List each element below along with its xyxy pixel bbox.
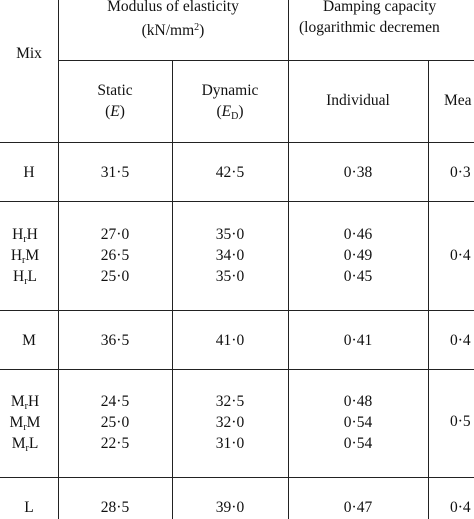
row-3-mix: M [22,332,36,349]
header-dynamic-symbol: (ED) [216,103,244,122]
rule-row-4 [0,477,474,478]
row-4-mean: 0·5 [450,413,471,430]
header-individual: Individual [326,92,390,109]
row-1-individual: 0·38 [343,164,373,181]
header-static: Static [97,82,133,99]
header-damping-sub: (logarithmic decremen [299,19,440,36]
row-2-individual: 0·46 0·49 0·45 [343,226,373,285]
row-4-mix-1: MrH [10,393,40,412]
row-5-static: 28·5 [100,499,130,516]
row-5-individual: 0·47 [343,499,373,516]
row-2-mix-3: HrL [12,268,37,287]
row-3-mean: 0·4 [450,332,471,349]
rule-modulus-sub [58,60,474,61]
row-4-individual: 0·48 0·54 0·54 [343,393,373,452]
header-static-symbol: (E) [105,103,125,120]
header-dynamic: Dynamic [201,82,259,99]
row-3-static: 36·5 [100,332,130,349]
row-2-mix-1: HrH [12,226,38,245]
rule-row-3 [0,369,474,370]
rule-col-individual [428,60,429,519]
row-5-mean: 0·4 [450,499,471,516]
row-4-mix-2: MrM [9,414,41,433]
row-4-dynamic: 32·5 32·0 31·0 [215,393,245,452]
row-1-static: 31·5 [100,164,130,181]
rule-header-bottom [0,142,474,143]
header-modulus-title: Modulus of elasticity [107,0,239,15]
row-5-dynamic: 39·0 [215,499,245,516]
rule-col-dynamic [288,0,289,519]
header-mean: Mea [444,92,472,109]
rule-row-1 [0,201,474,202]
row-1-dynamic: 42·5 [215,164,245,181]
row-2-mean: 0·4 [450,247,471,264]
row-2-static: 27·0 26·5 25·0 [100,226,130,285]
row-4-static: 24·5 25·0 22·5 [100,393,130,452]
rule-col-static [172,60,173,519]
rule-col-mix [58,0,59,519]
row-4-mix: MrH MrM MrL [0,391,58,454]
header-damping-title: Damping capacity [323,0,437,15]
row-4-mix-3: MrL [11,435,39,454]
header-mix: Mix [16,45,42,62]
rule-row-2 [0,310,474,311]
row-1-mean: 0·3 [450,164,471,181]
row-3-individual: 0·41 [343,332,373,349]
row-2-mix: HrH HrM HrL [0,224,58,287]
header-modulus-units: (kN/mm2) [141,22,205,39]
row-1-mix: H [23,164,35,181]
row-2-mix-2: HrM [10,247,40,266]
row-2-dynamic: 35·0 34·0 35·0 [215,226,245,285]
row-5-mix: L [24,499,34,516]
row-3-dynamic: 41·0 [215,332,245,349]
